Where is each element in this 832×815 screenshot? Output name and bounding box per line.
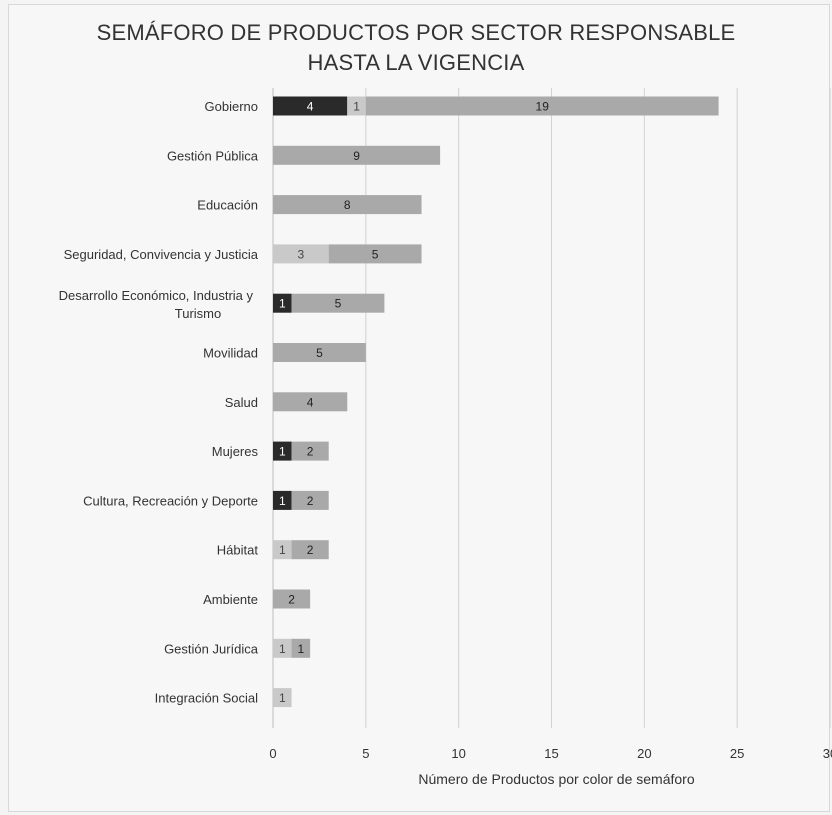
category-label-mujeres: Mujeres [212, 444, 259, 459]
bar-gestion-juridica-segment-2 [273, 638, 292, 658]
data-label-gobierno-segment-3: 19 [536, 100, 550, 114]
data-label-seguridad-convivencia-y-justicia-segment-3: 5 [372, 247, 379, 261]
bar-cultura-recreacion-y-deporte-segment-3 [291, 490, 329, 510]
bar-gobierno-segment-1 [273, 96, 348, 116]
x-tick-label-0: 0 [269, 746, 276, 761]
category-label-desarrollo-economico-industria-y-turismo: Desarrollo Económico, Industria y Turismo [59, 288, 254, 321]
category-label-ambiente: Ambiente [203, 592, 258, 607]
x-tick-label-30: 30 [823, 746, 832, 761]
category-label-salud: Salud [225, 395, 258, 410]
x-tick-label-25: 25 [730, 746, 744, 761]
bar-salud-segment-3 [273, 392, 348, 412]
category-label-movilidad: Movilidad [203, 346, 258, 361]
bar-ambiente-segment-3 [273, 589, 311, 609]
data-label-gestion-publica-segment-3: 9 [353, 149, 360, 163]
bar-seguridad-convivencia-y-justicia-segment-2 [273, 244, 329, 264]
category-label-habitat: Hábitat [217, 543, 259, 558]
data-label-gestion-juridica-segment-3: 1 [298, 642, 305, 656]
data-label-cultura-recreacion-y-deporte-segment-3: 2 [307, 494, 314, 508]
data-label-movilidad-segment-3: 5 [316, 346, 323, 360]
category-label-gestion-juridica: Gestión Jurídica [164, 641, 259, 656]
data-label-mujeres-segment-3: 2 [307, 445, 314, 459]
data-label-habitat-segment-2: 1 [279, 543, 286, 557]
category-label-seguridad-convivencia-y-justicia: Seguridad, Convivencia y Justicia [64, 247, 259, 262]
data-label-gobierno-segment-1: 4 [307, 100, 314, 114]
bar-gestion-juridica-segment-3 [291, 638, 311, 658]
category-label-cultura-recreacion-y-deporte: Cultura, Recreación y Deporte [83, 493, 258, 508]
chart-frame [8, 4, 830, 812]
bar-gobierno-segment-2 [347, 96, 366, 116]
bar-desarrollo-economico-industria-y-turismo-segment-3 [291, 293, 385, 313]
x-tick-label-20: 20 [637, 746, 651, 761]
data-label-educacion-segment-3: 8 [344, 198, 351, 212]
bar-desarrollo-economico-industria-y-turismo-segment-1 [273, 293, 292, 313]
bar-educacion-segment-3 [273, 195, 422, 215]
x-axis-title: Número de Productos por color de semáfor… [418, 771, 694, 787]
bar-cultura-recreacion-y-deporte-segment-1 [273, 490, 292, 510]
data-label-desarrollo-economico-industria-y-turismo-segment-1: 1 [279, 297, 286, 311]
bar-gobierno-segment-3 [365, 96, 719, 116]
data-label-mujeres-segment-1: 1 [279, 445, 286, 459]
data-label-seguridad-convivencia-y-justicia-segment-2: 3 [298, 247, 305, 261]
data-label-desarrollo-economico-industria-y-turismo-segment-3: 5 [335, 297, 342, 311]
chart-title-line-1: SEMÁFORO DE PRODUCTOS POR SECTOR RESPONS… [96, 20, 736, 45]
bar-mujeres-segment-1 [273, 441, 292, 461]
bar-habitat-segment-2 [273, 540, 292, 560]
x-tick-label-5: 5 [362, 746, 369, 761]
bar-movilidad-segment-3 [273, 343, 366, 362]
category-label-educacion: Educación [197, 198, 258, 213]
data-label-ambiente-segment-3: 2 [288, 593, 295, 607]
bar-integracion-social-segment-2 [273, 688, 292, 708]
data-label-gobierno-segment-2: 1 [353, 100, 360, 114]
bar-mujeres-segment-3 [291, 441, 329, 461]
x-tick-label-15: 15 [544, 746, 558, 761]
bar-seguridad-convivencia-y-justicia-segment-3 [328, 244, 422, 264]
chart-title-line-2: HASTA LA VIGENCIA [307, 50, 525, 75]
data-label-cultura-recreacion-y-deporte-segment-1: 1 [279, 494, 286, 508]
category-label-gestion-publica: Gestión Pública [167, 148, 259, 163]
data-label-salud-segment-3: 4 [307, 395, 314, 409]
data-label-integracion-social-segment-2: 1 [279, 691, 286, 705]
category-label-integracion-social: Integración Social [155, 691, 258, 706]
bar-habitat-segment-3 [291, 540, 329, 560]
bar-gestion-publica-segment-3 [273, 145, 441, 165]
data-label-habitat-segment-3: 2 [307, 543, 314, 557]
category-label-gobierno: Gobierno [205, 99, 258, 114]
chart-title: SEMÁFORO DE PRODUCTOS POR SECTOR RESPONS… [0, 18, 832, 78]
data-label-gestion-juridica-segment-2: 1 [279, 642, 286, 656]
x-tick-label-10: 10 [451, 746, 465, 761]
